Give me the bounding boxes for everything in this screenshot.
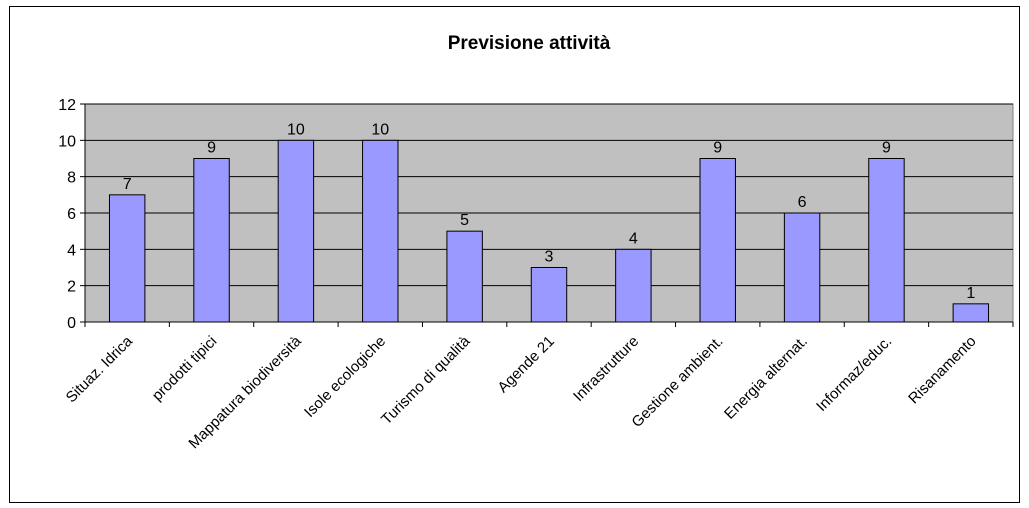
bar-6 [615, 248, 652, 323]
y-tick-label-8: 8 [67, 170, 76, 187]
axes [80, 103, 1014, 327]
category-label-1: prodotti tipici [149, 333, 221, 405]
y-tick-label-0: 0 [67, 315, 76, 332]
bar-0 [108, 194, 146, 323]
y-tick-label-6: 6 [67, 206, 76, 223]
data-label-6: 4 [629, 230, 638, 247]
data-label-10: 1 [966, 285, 975, 302]
y-tick-label-12: 12 [58, 97, 76, 114]
chart-title: Previsione attività [448, 33, 611, 54]
bar-4 [446, 230, 483, 323]
y-tick-label-2: 2 [67, 279, 76, 296]
data-label-8: 6 [798, 194, 807, 211]
data-label-7: 9 [713, 140, 722, 157]
data-label-9: 9 [882, 140, 891, 157]
y-tick-label-10: 10 [58, 133, 76, 150]
category-label-8: Energia alternat. [721, 333, 811, 423]
category-label-4: Turismo di qualità [378, 332, 474, 428]
y-tick-label-4: 4 [67, 242, 76, 259]
grid-lines [85, 103, 1013, 287]
bar-2 [277, 139, 315, 323]
data-label-0: 7 [123, 176, 132, 193]
data-label-1: 9 [207, 140, 216, 157]
bars [108, 139, 990, 323]
category-label-6: Infrastrutture [570, 333, 642, 405]
bar-7 [699, 158, 736, 323]
chart-frame: Previsione attività 7 9 10 10 5 3 4 9 6 9 1 0 2 4 6 8 10… [9, 6, 1020, 503]
bar-8 [783, 212, 821, 323]
bar-9 [868, 158, 905, 323]
data-label-4: 5 [460, 212, 469, 229]
category-label-5: Agende 21 [494, 333, 557, 396]
data-label-5: 3 [545, 249, 554, 266]
bar-3 [362, 139, 399, 323]
bar-1 [193, 158, 230, 323]
data-label-3: 10 [371, 121, 389, 138]
data-label-2: 10 [287, 121, 305, 138]
category-label-7: Gestione ambient. [628, 333, 726, 431]
category-label-3: Isole ecologiche [301, 333, 389, 421]
category-label-9: Informaz/educ. [813, 333, 895, 415]
category-label-0: Situaz. Idrica [63, 332, 137, 406]
bar-10 [952, 303, 990, 323]
bar-5 [530, 267, 568, 323]
category-label-10: Risanamento [905, 333, 980, 408]
